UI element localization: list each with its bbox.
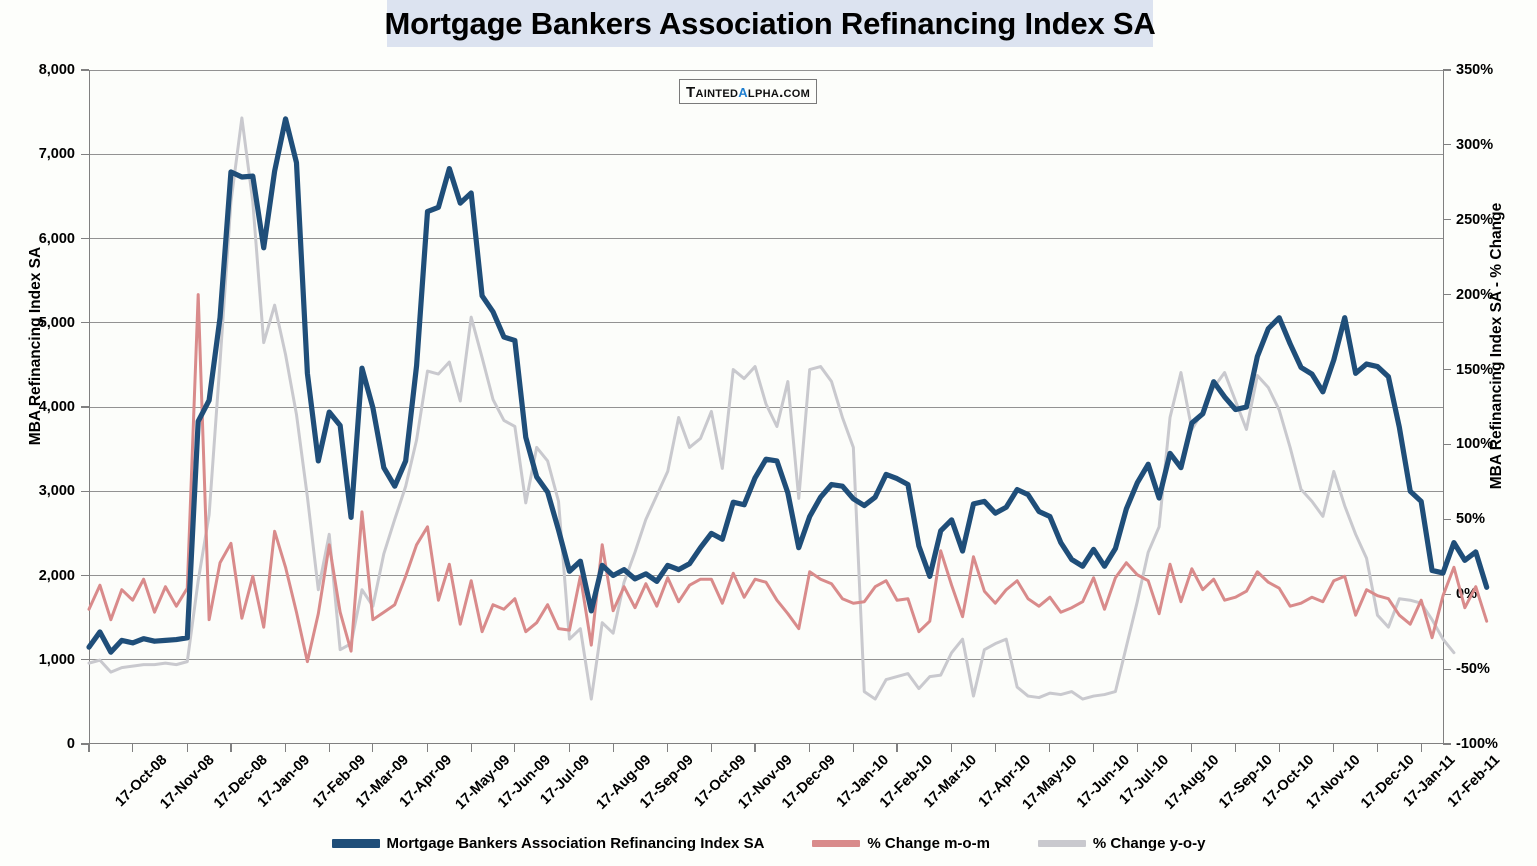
watermark-post: lpha.com bbox=[747, 84, 811, 101]
right-tick-label: -50% bbox=[1456, 661, 1490, 678]
right-tick-label: 50% bbox=[1456, 511, 1486, 528]
left-tick-label: 4,000 bbox=[38, 399, 75, 415]
right-tick-label: 350% bbox=[1456, 62, 1494, 78]
gridline bbox=[89, 238, 1443, 239]
x-tick-mark bbox=[132, 744, 134, 752]
x-tick-mark bbox=[1136, 744, 1138, 752]
right-tick-mark bbox=[1443, 368, 1451, 371]
left-tick-mark bbox=[81, 69, 89, 71]
page-title: Mortgage Bankers Association Refinancing… bbox=[384, 5, 1156, 41]
legend-item[interactable]: Mortgage Bankers Association Refinancing… bbox=[331, 834, 765, 852]
x-tick-mark bbox=[1191, 744, 1193, 752]
left-tick-mark bbox=[81, 743, 89, 745]
left-tick-label: 8,000 bbox=[38, 62, 75, 78]
left-tick-label: 5,000 bbox=[38, 314, 75, 331]
gridline bbox=[89, 659, 1443, 661]
right-tick-mark bbox=[1443, 219, 1451, 221]
right-tick-label: -100% bbox=[1456, 736, 1498, 752]
x-tick-mark bbox=[1049, 744, 1051, 752]
left-tick-mark bbox=[81, 659, 89, 661]
legend-label: % Change y-o-y bbox=[1092, 834, 1206, 852]
right-axis-line bbox=[1443, 70, 1445, 744]
right-tick-mark bbox=[1443, 518, 1451, 520]
right-tick-mark bbox=[1443, 144, 1451, 146]
chart-legend: Mortgage Bankers Association Refinancing… bbox=[0, 828, 1537, 858]
x-tick-mark bbox=[568, 744, 571, 752]
right-tick-mark bbox=[1443, 443, 1451, 446]
left-tick-mark bbox=[81, 153, 89, 155]
left-tick-label: 3,000 bbox=[38, 483, 75, 500]
left-tick-mark bbox=[81, 237, 89, 240]
x-tick-mark bbox=[186, 744, 188, 752]
x-tick-mark bbox=[230, 744, 232, 752]
x-tick-mark bbox=[951, 744, 953, 752]
left-tick-label: 7,000 bbox=[38, 146, 75, 163]
right-tick-mark bbox=[1443, 743, 1451, 745]
left-tick-mark bbox=[81, 322, 89, 324]
x-tick-mark bbox=[470, 744, 472, 752]
watermark-alpha-glyph: α bbox=[738, 81, 748, 101]
legend-item[interactable]: % Change y-o-y bbox=[1037, 834, 1206, 852]
x-tick-mark bbox=[1092, 744, 1095, 752]
x-tick-mark bbox=[1420, 744, 1422, 752]
x-tick-mark bbox=[514, 744, 516, 752]
x-tick-mark bbox=[896, 744, 898, 752]
left-tick-mark bbox=[81, 406, 89, 408]
gridline bbox=[89, 322, 1443, 324]
right-tick-label: 100% bbox=[1456, 436, 1494, 453]
x-tick-mark bbox=[1333, 744, 1335, 752]
right-tick-label: 250% bbox=[1456, 211, 1494, 228]
watermark-pre: Tainted bbox=[686, 84, 739, 101]
gridline bbox=[89, 406, 1443, 408]
right-tick-mark bbox=[1443, 69, 1451, 71]
gridline bbox=[89, 575, 1443, 576]
x-tick-mark bbox=[372, 744, 374, 752]
legend-swatch bbox=[1037, 839, 1086, 847]
left-tick-label: 6,000 bbox=[38, 230, 75, 247]
x-tick-mark bbox=[994, 744, 996, 752]
legend-swatch bbox=[331, 838, 380, 848]
right-tick-mark bbox=[1443, 668, 1451, 670]
x-tick-mark bbox=[612, 744, 614, 752]
right-tick-mark bbox=[1443, 294, 1451, 296]
right-axis-title: MBA Refinancing Index SA - % Change bbox=[1488, 202, 1505, 490]
gridline bbox=[89, 153, 1443, 155]
x-tick-mark bbox=[1234, 744, 1237, 752]
left-tick-label: 1,000 bbox=[38, 651, 75, 668]
x-tick-mark bbox=[710, 744, 712, 752]
x-tick-mark bbox=[809, 744, 811, 752]
x-tick-mark bbox=[88, 744, 90, 752]
x-tick-mark bbox=[667, 744, 669, 752]
x-tick-mark bbox=[1278, 744, 1280, 752]
legend-label: Mortgage Bankers Association Refinancing… bbox=[386, 834, 765, 852]
right-tick-label: 150% bbox=[1456, 361, 1494, 378]
left-axis-title: MBA Refinancing Index SA bbox=[27, 246, 44, 446]
watermark-taintedalpha: Taintedαlpha.com bbox=[679, 79, 818, 104]
x-tick-mark bbox=[1376, 744, 1379, 752]
x-tick-mark bbox=[426, 744, 429, 752]
right-tick-mark bbox=[1443, 593, 1451, 595]
x-tick-mark bbox=[852, 744, 854, 752]
left-tick-label: 0 bbox=[66, 736, 75, 752]
right-tick-label: 0% bbox=[1456, 586, 1477, 603]
right-tick-label: 300% bbox=[1456, 136, 1494, 153]
title-background-band bbox=[387, 0, 1153, 47]
legend-item[interactable]: % Change m-o-m bbox=[812, 835, 990, 852]
left-tick-mark bbox=[81, 574, 89, 577]
x-tick-mark bbox=[284, 744, 287, 752]
legend-label: % Change m-o-m bbox=[867, 834, 990, 852]
legend-swatch bbox=[812, 839, 861, 847]
gridline bbox=[89, 69, 1443, 71]
x-tick-mark bbox=[754, 744, 756, 752]
x-tick-mark bbox=[328, 744, 330, 752]
gridline bbox=[89, 490, 1443, 492]
left-tick-mark bbox=[81, 490, 89, 492]
right-tick-label: 200% bbox=[1456, 286, 1494, 303]
left-tick-label: 2,000 bbox=[38, 567, 75, 584]
